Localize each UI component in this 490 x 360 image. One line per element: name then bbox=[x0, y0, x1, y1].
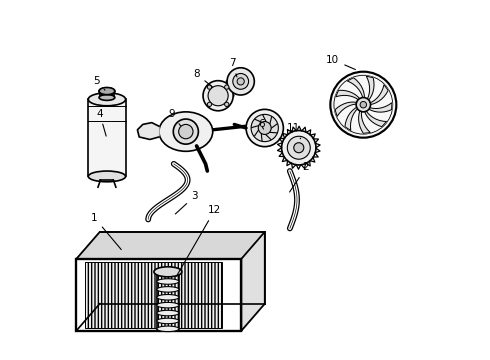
Polygon shape bbox=[345, 107, 358, 130]
Ellipse shape bbox=[157, 287, 179, 292]
Circle shape bbox=[282, 131, 316, 165]
Circle shape bbox=[237, 78, 245, 85]
Ellipse shape bbox=[157, 279, 179, 284]
Circle shape bbox=[207, 85, 212, 89]
Circle shape bbox=[208, 86, 228, 106]
Ellipse shape bbox=[157, 318, 179, 324]
Circle shape bbox=[224, 102, 229, 107]
Circle shape bbox=[356, 98, 370, 112]
Ellipse shape bbox=[157, 294, 179, 300]
Polygon shape bbox=[242, 232, 265, 330]
Bar bbox=[76, 259, 242, 330]
Text: 8: 8 bbox=[193, 69, 212, 87]
Text: 1: 1 bbox=[91, 213, 122, 249]
Circle shape bbox=[207, 102, 212, 107]
Ellipse shape bbox=[157, 310, 179, 316]
Circle shape bbox=[224, 85, 229, 89]
Circle shape bbox=[251, 114, 278, 141]
Circle shape bbox=[246, 109, 283, 147]
Text: 4: 4 bbox=[97, 109, 106, 136]
Circle shape bbox=[330, 72, 396, 138]
Text: 7: 7 bbox=[229, 58, 237, 77]
Ellipse shape bbox=[157, 302, 179, 308]
Circle shape bbox=[233, 73, 248, 89]
Text: 11: 11 bbox=[287, 123, 300, 139]
Polygon shape bbox=[365, 111, 387, 127]
Text: 5: 5 bbox=[93, 76, 105, 90]
Ellipse shape bbox=[99, 95, 115, 100]
Circle shape bbox=[258, 122, 271, 134]
Circle shape bbox=[173, 119, 198, 144]
Text: 6: 6 bbox=[258, 120, 265, 129]
Polygon shape bbox=[347, 78, 365, 98]
Ellipse shape bbox=[157, 326, 179, 332]
Text: 3: 3 bbox=[175, 191, 198, 214]
Circle shape bbox=[227, 68, 254, 95]
Ellipse shape bbox=[88, 171, 125, 182]
Text: 12: 12 bbox=[176, 206, 221, 276]
Bar bbox=[100, 91, 114, 98]
Text: 9: 9 bbox=[168, 109, 181, 126]
Polygon shape bbox=[137, 123, 159, 139]
Circle shape bbox=[360, 102, 367, 108]
Polygon shape bbox=[335, 102, 357, 116]
Ellipse shape bbox=[99, 87, 115, 95]
Ellipse shape bbox=[154, 267, 182, 277]
Polygon shape bbox=[76, 232, 265, 259]
Circle shape bbox=[179, 125, 193, 139]
Circle shape bbox=[203, 81, 233, 111]
Text: 2: 2 bbox=[290, 162, 309, 192]
Circle shape bbox=[287, 136, 310, 159]
Ellipse shape bbox=[99, 88, 115, 95]
Text: 10: 10 bbox=[326, 55, 355, 69]
Bar bbox=[85, 262, 221, 328]
Polygon shape bbox=[88, 99, 125, 176]
Polygon shape bbox=[336, 90, 360, 100]
Polygon shape bbox=[367, 76, 374, 100]
Ellipse shape bbox=[159, 112, 213, 151]
Polygon shape bbox=[368, 103, 392, 112]
Circle shape bbox=[294, 143, 304, 153]
Polygon shape bbox=[359, 110, 370, 134]
Ellipse shape bbox=[88, 93, 125, 106]
Polygon shape bbox=[369, 85, 388, 105]
